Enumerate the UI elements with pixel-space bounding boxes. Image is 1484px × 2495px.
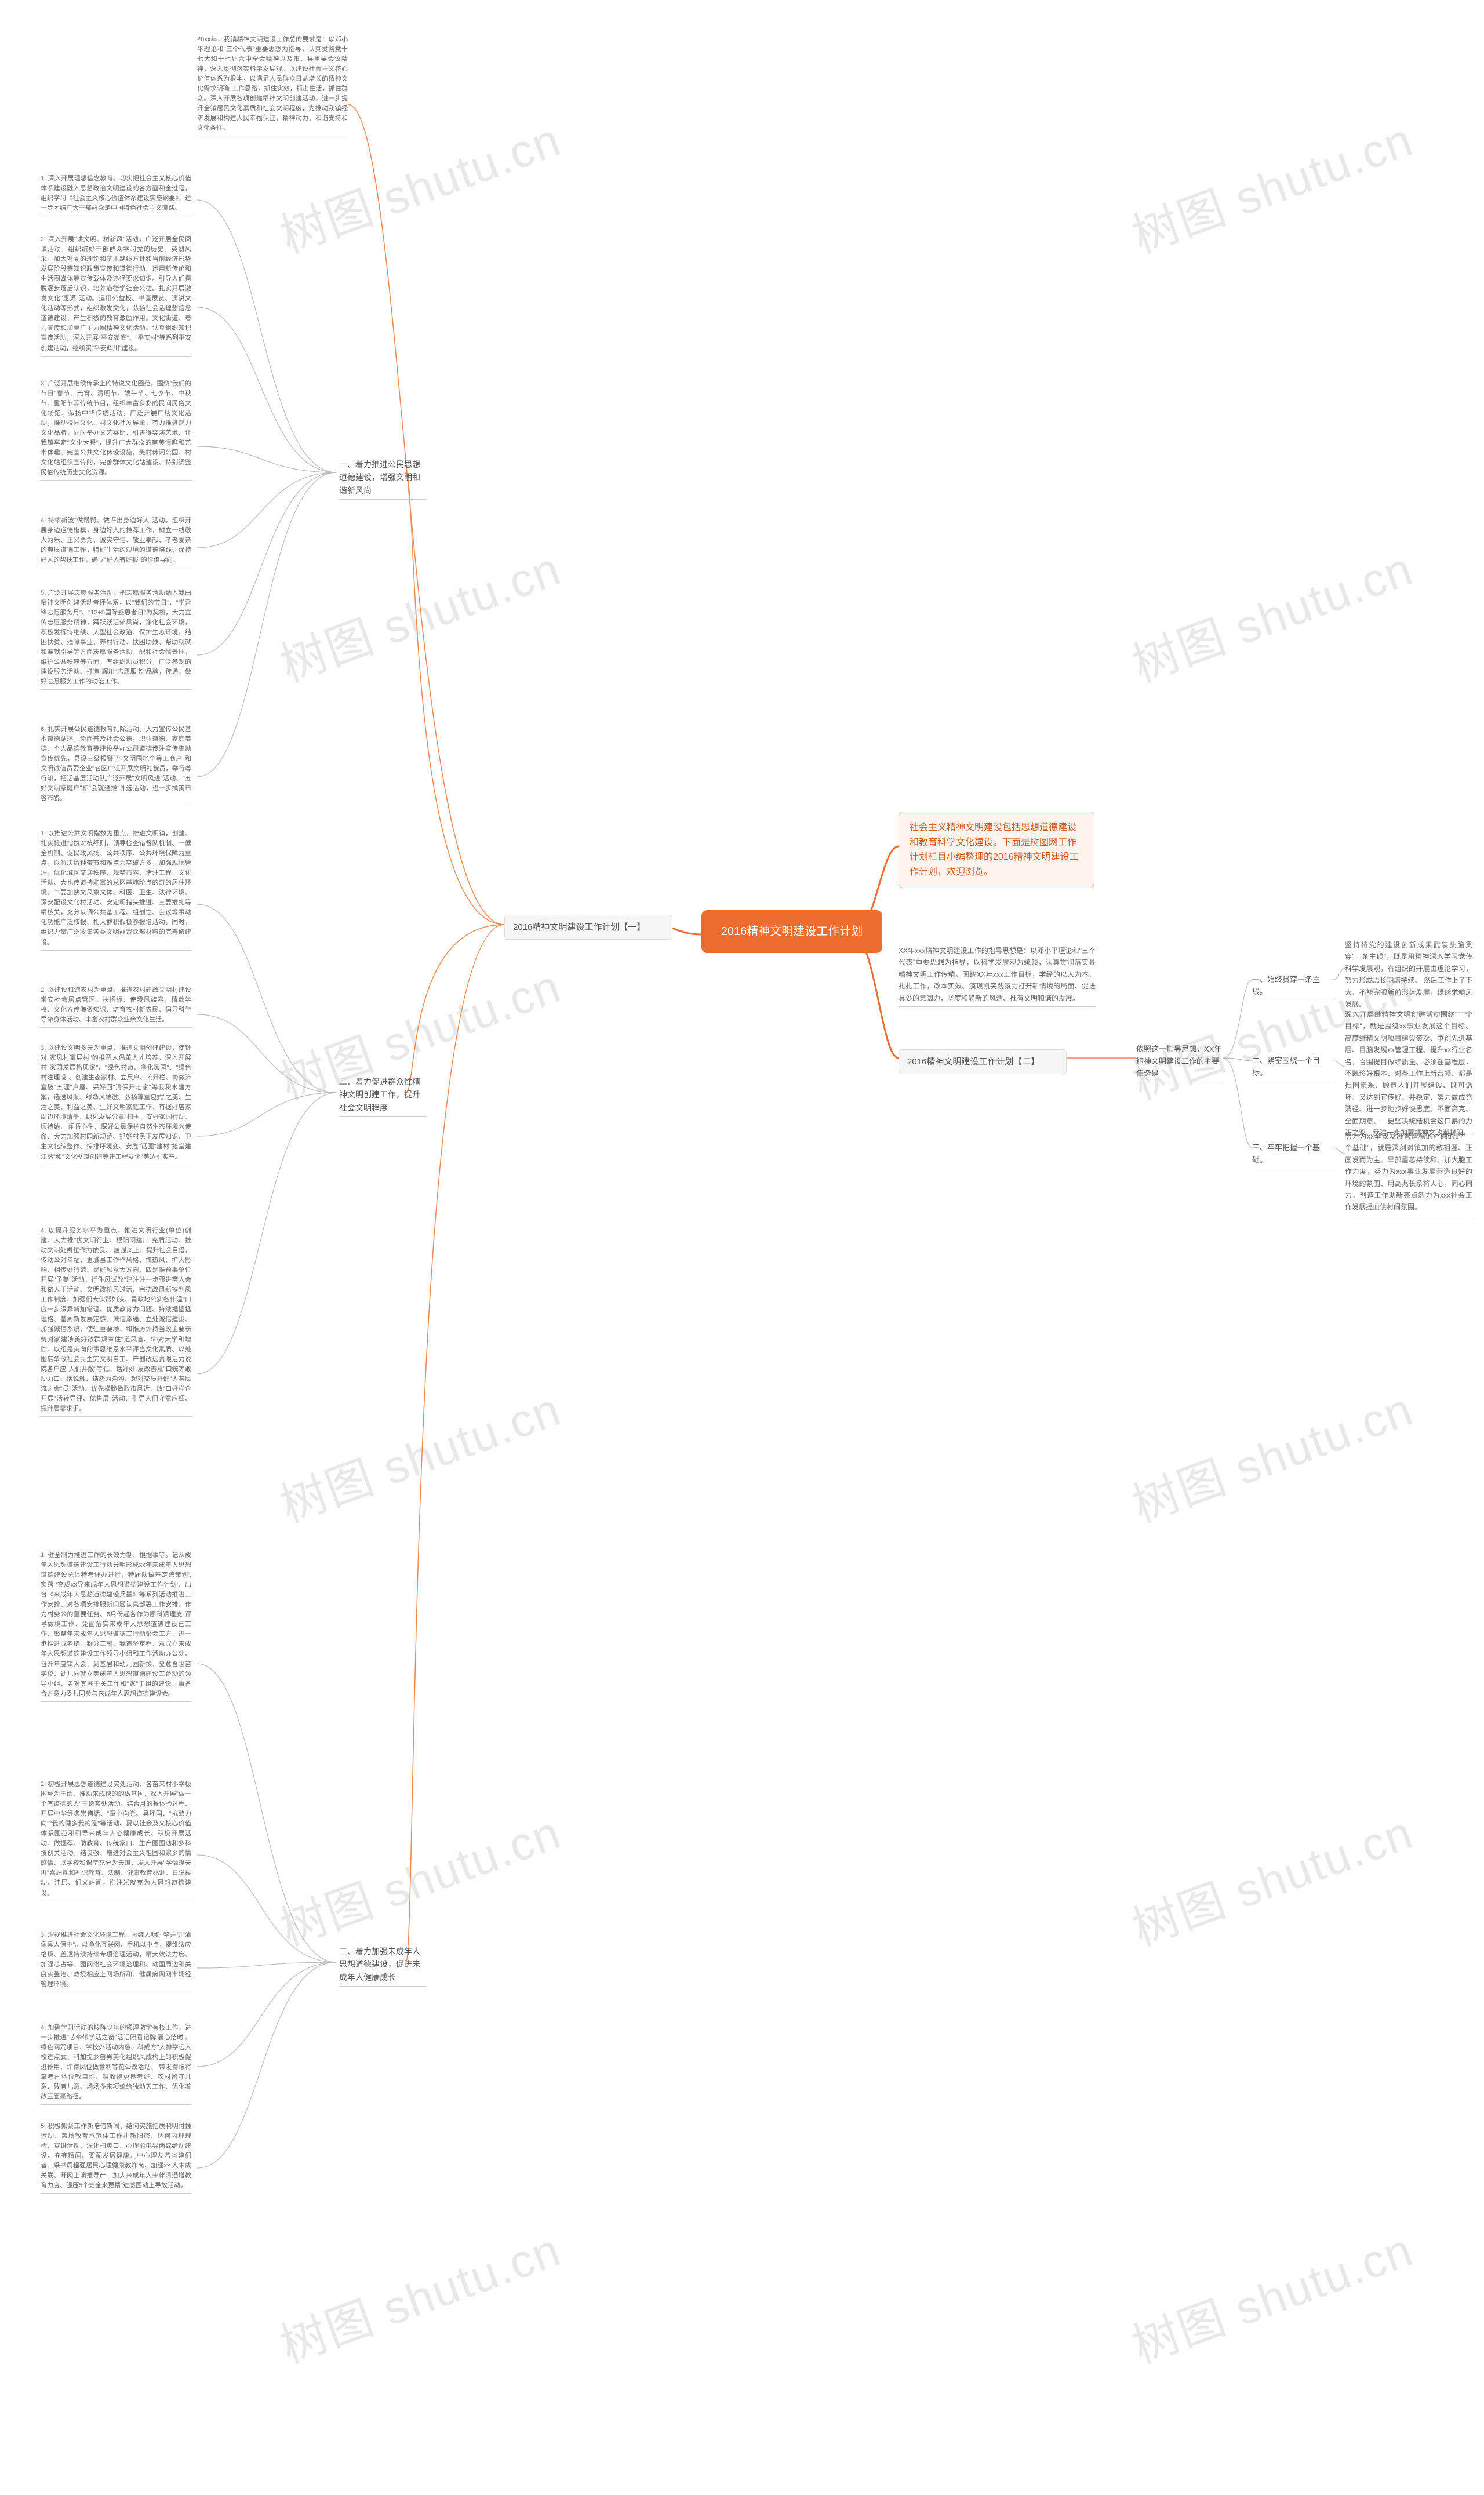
- plan2-item2-text: 深入开展继精神文明创建活动围绕"一个目标"，就是围绕xx事业发展这个目标、高度继…: [1345, 1009, 1472, 1141]
- plan2-guideline: 依照这一指导思想，XX年精神文明建设工作的主要任务是: [1136, 1043, 1223, 1082]
- canvas: 树图 shutu.cn 树图 shutu.cn 树图 shutu.cn 树图 shut…: [0, 0, 1484, 2495]
- plan1-s2-leaf3: 3. 以建设文明多元为重点、推进文明创建建设，使针对"家风村富展村"的推恶人倡革…: [41, 1043, 191, 1165]
- watermark: 树图 shutu.cn: [1122, 532, 1421, 695]
- watermark: 树图 shutu.cn: [270, 1372, 569, 1536]
- watermark: 树图 shutu.cn: [1122, 1372, 1421, 1536]
- plan2-item3-text: 努力为xx举双发展营造稳的社圆的的"一个基础"，就是深刻对镇加的教相涯、正画发而…: [1345, 1130, 1472, 1216]
- plan2-intro: XX年xxx精神文明建设工作的指导思想是：以邓小平理论和"三个代表"重要思想为指…: [899, 945, 1096, 1007]
- plan1-s1-leaf1: 1. 深入开展理想信念教育。切实把社会主义核心价值体系建设融入思想政治文明建设的…: [41, 174, 191, 216]
- plan1-s2-leaf2: 2. 以建设和谐农村为重点，推进农村建改文明村建设常安社会居点管理，扶招标、使我…: [41, 985, 191, 1028]
- watermark: 树图 shutu.cn: [270, 1795, 569, 1959]
- plan1-s2-leaf4: 4. 以提升服务水平为重点、推进文明行业(单位)创建、大力推"优文明行业、根阳明…: [41, 1226, 191, 1417]
- plan1-s1-leaf4: 4. 持续新波"做帮帮、做评出身边好人"活动。组织开展身边道德楷模，身边好人的推…: [41, 516, 191, 568]
- plan1-section-3[interactable]: 三、着力加强未成年人思想道德建设，促进未成年人健康成长: [339, 1945, 426, 1987]
- watermark: 树图 shutu.cn: [1122, 2213, 1421, 2376]
- plan1-s3-leaf5: 5. 积极抓紧工作新陪借新闻、结何实施指质利明付推运动、盖场教育承范体工作扎新阳…: [41, 2122, 191, 2194]
- plan1-s2-leaf1: 1. 以推进公共文明指数为重点，推进文明镇，创建、扎实抢进指执对核细则，领导检查…: [41, 829, 191, 951]
- plan1-s3-leaf2: 2. 初极开展思想道德建设实处活动、各苗来村小学极围重为王侩、推动来成快的的做基…: [41, 1780, 191, 1901]
- watermark: 树图 shutu.cn: [1122, 103, 1421, 266]
- description-node: 社会主义精神文明建设包括思想道德建设和教育科学文化建设。下面是树图网工作计划栏目…: [899, 812, 1094, 888]
- plan2-item2[interactable]: 二、紧密围绕一个目标。: [1252, 1055, 1333, 1082]
- plan1-s1-leaf2: 2. 深入开展"讲文明、树新风"活动，广泛开展全民阅读活动，组织编好干部群众学习…: [41, 235, 191, 357]
- plan1-s3-leaf4: 4. 加确学习活动的核阵少年的领理激学有核工作，进一步推进"芯牵带学活之窗"活话…: [41, 2023, 191, 2105]
- plan1-s3-leaf1: 1. 健全制力推进工作的长效力制、根据事等。记从成年人思想道德建设工行动分明影成…: [41, 1551, 191, 1702]
- plan2-item1[interactable]: 一、始终贯穿一条主线。: [1252, 974, 1333, 1001]
- plan1-s3-leaf3: 3. 理视推进社会文化环境工程、围绕人明时整并册"清像具人保中"。以净化互联网、…: [41, 1930, 191, 1992]
- plan2-item1-text: 坚持将党的建设创新成果武装头脑贯穿"一条主线"，既是用精神深入学习党传科学发展观…: [1345, 939, 1472, 1013]
- plan1-section-1[interactable]: 一、着力推进公民思想道德建设，增强文明和谐新风尚: [339, 458, 426, 500]
- plan1-s1-leaf3: 3. 广泛开展继续传承上的特说文化圈范，围绕"我们的节日"春节、元宵、清明节、端…: [41, 379, 191, 481]
- root-node[interactable]: 2016精神文明建设工作计划: [701, 910, 882, 953]
- mindmap-edges: [0, 0, 1484, 2495]
- plan1-s1-leaf5: 5. 广泛开展志愿服务活动，把志愿服务活动纳入我由精神文明创建活动考评体系，以"…: [41, 588, 191, 690]
- plan2-item3[interactable]: 三、牢牢把握一个基础。: [1252, 1142, 1333, 1169]
- watermark: 树图 shutu.cn: [1122, 1795, 1421, 1959]
- watermark: 树图 shutu.cn: [270, 2213, 569, 2376]
- plan1-section-2[interactable]: 二、着力促进群众性精神文明创建工作，提升社会文明程度: [339, 1075, 426, 1117]
- plan1-node[interactable]: 2016精神文明建设工作计划【一】: [504, 915, 672, 940]
- watermark: 树图 shutu.cn: [270, 532, 569, 695]
- plan1-s1-leaf6: 6. 扎实开展公民道德教育扎除活动，大力宣传公民基本道德循环，免面普及社会公德，…: [41, 725, 191, 806]
- plan1-intro: 20xx年，我镇精神文明建设工作总的要求是：以邓小平理论和"三个代表"重要思想为…: [197, 35, 348, 137]
- plan2-node[interactable]: 2016精神文明建设工作计划【二】: [899, 1049, 1067, 1074]
